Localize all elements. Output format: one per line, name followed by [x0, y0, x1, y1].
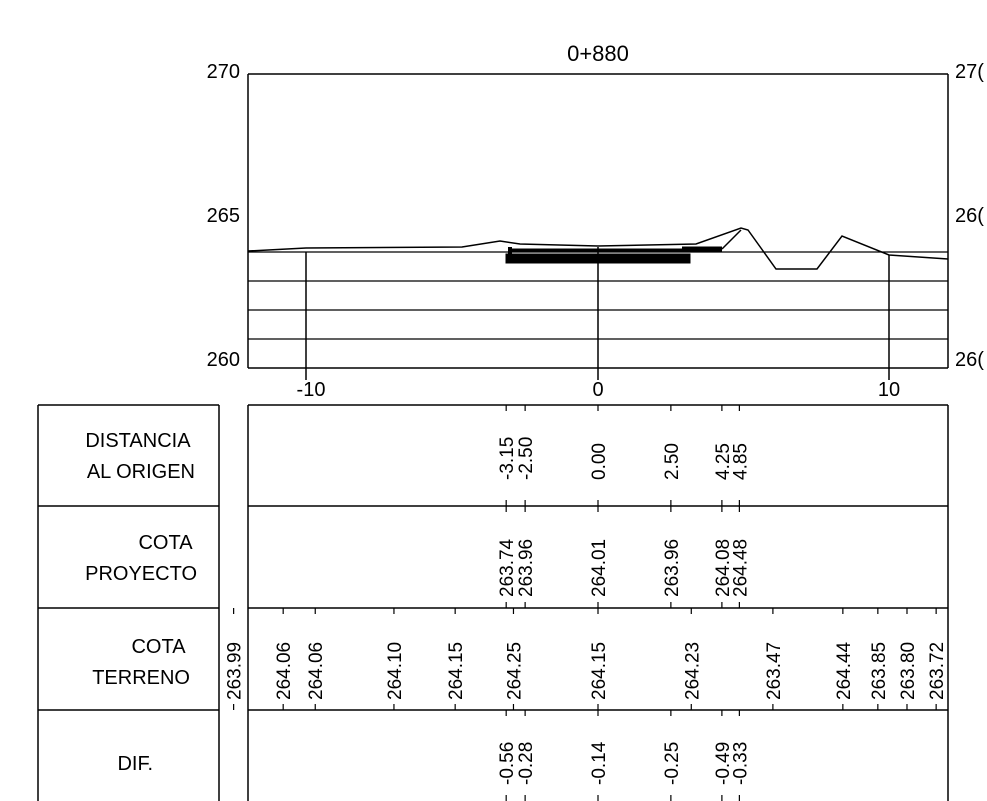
- row-label-dif: DIF.: [117, 753, 153, 775]
- distancia-value: -3.15: [497, 437, 518, 480]
- elevation-label-right-265: 26(: [955, 205, 984, 227]
- cota-terreno-value: 263.85: [869, 642, 890, 700]
- row-label-cota-proyecto-line-1: COTA: [138, 532, 193, 554]
- cota-terreno-value: 264.15: [446, 642, 467, 700]
- elevation-label-left-265: 265: [207, 205, 240, 227]
- label-column-frame: [37, 404, 220, 801]
- elevation-label-left-270: 270: [207, 61, 240, 83]
- cota-terreno-value: 264.06: [274, 642, 295, 700]
- elevation-label-left-260: 260: [207, 349, 240, 371]
- cota-proyecto-value: 264.08: [713, 539, 734, 597]
- row-label-cota-terreno-line-2: TERRENO: [92, 667, 190, 689]
- row-label-distancia-line-2: AL ORIGEN: [87, 461, 195, 483]
- row-label-cota-proyecto-line-2: PROYECTO: [85, 563, 197, 585]
- project-pavement: [505, 253, 691, 264]
- dif-value: -0.56: [497, 742, 518, 785]
- cota-terreno-value: 264.25: [504, 642, 525, 700]
- dif-value: -0.25: [662, 742, 683, 785]
- distancia-value: -2.50: [516, 437, 537, 480]
- offset-label-minus-10: -10: [297, 379, 326, 401]
- distancia-value: 0.00: [589, 443, 610, 480]
- row-label-cota-terreno: COTA TERRENO: [92, 636, 190, 689]
- cota-terreno-value: 264.23: [682, 642, 703, 700]
- cota-terreno-value: 263.99: [225, 642, 246, 700]
- cota-proyecto-value: 263.74: [497, 538, 518, 597]
- cota-terreno-value: 263.80: [898, 642, 919, 700]
- distancia-value: 2.50: [662, 443, 683, 480]
- cota-terreno-value: 264.06: [306, 642, 327, 700]
- project-section: [505, 229, 742, 264]
- cota-proyecto-value: 264.01: [589, 539, 610, 597]
- cota-proyecto-value: 263.96: [662, 539, 683, 597]
- elevation-label-right-270: 27(: [955, 61, 984, 83]
- dif-value: -0.28: [516, 742, 537, 785]
- row-label-cota-proyecto: COTA PROYECTO: [85, 532, 197, 585]
- section-title: 0+880: [567, 41, 629, 66]
- offset-label-0: 0: [592, 379, 603, 401]
- dif-value: -0.14: [589, 741, 610, 785]
- cota-proyecto-value: 264.48: [730, 539, 751, 597]
- row-label-cota-terreno-line-1: COTA: [131, 636, 186, 658]
- cota-terreno-value: 264.15: [589, 642, 610, 700]
- cota-terreno-value: 263.47: [764, 642, 785, 700]
- project-slope-right: [721, 229, 742, 250]
- terrain-line: [247, 227, 949, 270]
- elevation-label-right-260: 26(: [955, 349, 984, 371]
- offset-label-10: 10: [878, 379, 900, 401]
- dif-value: -0.49: [713, 742, 734, 785]
- distancia-value: 4.25: [713, 443, 734, 480]
- dif-value: -0.33: [730, 742, 751, 785]
- row-label-distancia: DISTANCIA AL ORIGEN: [85, 430, 195, 483]
- distancia-value: 4.85: [730, 443, 751, 480]
- row-label-distancia-line-1: DISTANCIA: [85, 430, 191, 452]
- cota-terreno-value: 264.44: [834, 641, 855, 700]
- cota-proyecto-value: 263.96: [516, 539, 537, 597]
- cota-terreno-value: 263.72: [927, 642, 948, 700]
- cota-terreno-value: 264.10: [385, 642, 406, 700]
- offset-reference-lines: [305, 247, 890, 380]
